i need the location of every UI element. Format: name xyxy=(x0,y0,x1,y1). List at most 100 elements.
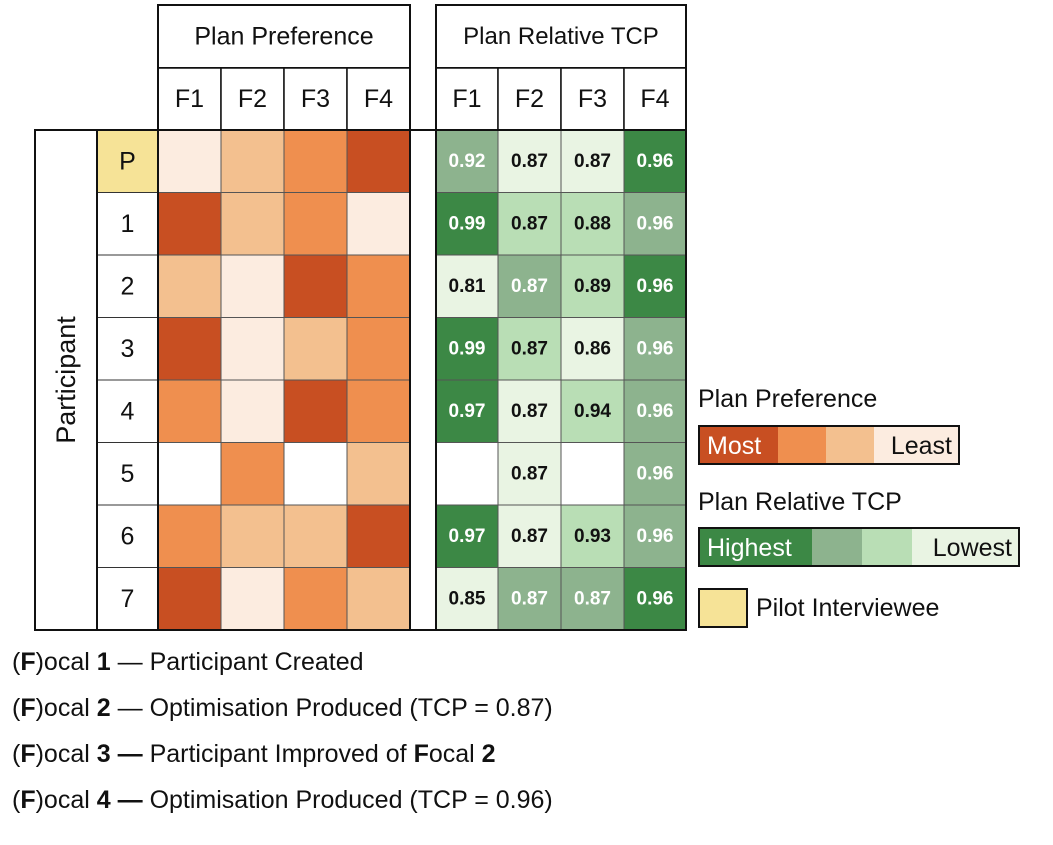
legend-tcp-seg-lowest xyxy=(912,529,1018,565)
tcp-cell-r1-F3 xyxy=(560,192,625,256)
tcp-col-header-F2: F2 xyxy=(515,85,544,113)
tcp-cell-r3-F2 xyxy=(497,317,562,381)
legend-pref-seg-most xyxy=(700,427,778,463)
tcp-cell-r7-F3 xyxy=(560,567,625,631)
legend-preference-bar: Most Least xyxy=(698,425,960,465)
pref-cell-r6-F4 xyxy=(346,504,411,568)
legend-preference-title: Plan Preference xyxy=(698,385,878,413)
tcp-cell-r5-F4 xyxy=(623,442,687,506)
tcp-value-r5-F4: 0.96 xyxy=(637,463,674,484)
tcp-cell-r5-F3 xyxy=(560,442,625,506)
legend-tcp-title: Plan Relative TCP xyxy=(698,488,902,516)
tcp-cell-r1-F4 xyxy=(623,192,687,256)
tcp-col-header-cell xyxy=(497,67,562,131)
pref-cell-r7-F4 xyxy=(346,567,411,631)
pref-cell-r4-F1 xyxy=(157,379,222,443)
row-label-2: 2 xyxy=(121,272,135,300)
tcp-cell-r5-F1 xyxy=(435,442,499,506)
pref-col-header-cell xyxy=(346,67,411,131)
tcp-value-rP-F2: 0.87 xyxy=(511,151,548,172)
header-plan-relative-tcp: Plan Relative TCP xyxy=(463,23,659,50)
tcp-value-r2-F1: 0.81 xyxy=(449,276,486,297)
legend-tcp-lowest-label: Lowest xyxy=(932,534,1012,562)
legend-tcp-seg-2 xyxy=(812,529,862,565)
pref-cell-r1-F2 xyxy=(220,192,285,256)
tcp-col-header-F1: F1 xyxy=(452,85,481,113)
tcp-value-r4-F4: 0.96 xyxy=(637,401,674,422)
tcp-cell-r2-F4 xyxy=(623,254,687,318)
legend-tcp-seg-highest xyxy=(700,529,812,565)
pref-cell-r4-F2 xyxy=(220,379,285,443)
pref-cell-rP-F1 xyxy=(157,129,222,193)
tcp-cell-r1-F2 xyxy=(497,192,562,256)
pref-cell-r2-F3 xyxy=(283,254,348,318)
pref-col-header-F3: F3 xyxy=(301,85,330,113)
legend-pref-seg-least xyxy=(874,427,958,463)
tcp-cell-r6-F3 xyxy=(560,504,625,568)
pref-cell-r7-F2 xyxy=(220,567,285,631)
pref-cell-r1-F4 xyxy=(346,192,411,256)
tcp-value-r7-F2: 0.87 xyxy=(511,588,548,609)
tcp-value-r4-F3: 0.94 xyxy=(574,401,611,422)
tcp-cell-r3-F3 xyxy=(560,317,625,381)
pref-cell-r3-F2 xyxy=(220,317,285,381)
tcp-value-r6-F1: 0.97 xyxy=(449,526,486,547)
pref-cell-r6-F2 xyxy=(220,504,285,568)
pref-cell-r5-F1 xyxy=(157,442,222,506)
pref-cell-r7-F1 xyxy=(157,567,222,631)
pref-cell-r4-F4 xyxy=(346,379,411,443)
legend-pref-least-label: Least xyxy=(890,432,952,460)
legend-pref-seg-3 xyxy=(826,427,874,463)
footnote-focal-2: (F)ocal 2 — Optimisation Produced (TCP =… xyxy=(12,694,553,722)
tcp-value-r1-F2: 0.87 xyxy=(511,213,548,234)
tcp-value-r3-F1: 0.99 xyxy=(449,338,486,359)
row-label-6: 6 xyxy=(121,522,135,550)
pref-col-header-cell xyxy=(220,67,285,131)
header-plan-preference: Plan Preference xyxy=(194,23,373,51)
pref-cell-rP-F4 xyxy=(346,129,411,193)
tcp-value-r3-F4: 0.96 xyxy=(637,338,674,359)
tcp-value-r4-F1: 0.97 xyxy=(449,401,486,422)
pref-cell-r1-F3 xyxy=(283,192,348,256)
tcp-value-r6-F4: 0.96 xyxy=(637,526,674,547)
tcp-value-r1-F4: 0.96 xyxy=(637,213,674,234)
tcp-cell-r2-F1 xyxy=(435,254,499,318)
tcp-value-r1-F1: 0.99 xyxy=(449,213,486,234)
tcp-value-rP-F4: 0.96 xyxy=(637,151,674,172)
pref-cell-r5-F3 xyxy=(283,442,348,506)
pref-cell-r5-F2 xyxy=(220,442,285,506)
legend-pilot-swatch xyxy=(698,588,748,628)
pref-cell-r3-F3 xyxy=(283,317,348,381)
pref-cell-r3-F4 xyxy=(346,317,411,381)
row-label-cell xyxy=(96,442,159,506)
row-label-P: P xyxy=(119,147,136,175)
participant-axis-label: Participant xyxy=(51,316,81,444)
legend-pref-seg-2 xyxy=(778,427,826,463)
row-label-3: 3 xyxy=(121,335,135,363)
row-label-5: 5 xyxy=(121,460,135,488)
tcp-value-r2-F3: 0.89 xyxy=(574,276,611,297)
tcp-value-r3-F2: 0.87 xyxy=(511,338,548,359)
row-label-cell xyxy=(96,129,159,193)
tcp-value-rP-F3: 0.87 xyxy=(574,151,611,172)
row-label-7: 7 xyxy=(121,585,135,613)
tcp-col-header-F4: F4 xyxy=(640,85,669,113)
pref-cell-r6-F1 xyxy=(157,504,222,568)
pref-cell-r5-F4 xyxy=(346,442,411,506)
pref-cell-r4-F3 xyxy=(283,379,348,443)
tcp-value-r4-F2: 0.87 xyxy=(511,401,548,422)
header-tcp-box xyxy=(435,4,687,69)
row-label-1: 1 xyxy=(121,210,135,238)
row-label-cell xyxy=(96,254,159,318)
tcp-cell-r3-F1 xyxy=(435,317,499,381)
footnote-focal-4: (F)ocal 4 — Optimisation Produced (TCP =… xyxy=(12,786,553,814)
pref-cell-rP-F2 xyxy=(220,129,285,193)
legend-tcp-highest-label: Highest xyxy=(707,534,792,562)
row-label-cell xyxy=(96,567,159,631)
row-label-cell xyxy=(96,379,159,443)
footnote-focal-1: (F)ocal 1 — Participant Created xyxy=(12,648,364,676)
tcp-value-rP-F1: 0.92 xyxy=(449,151,486,172)
pref-col-header-F2: F2 xyxy=(238,85,267,113)
tcp-value-r7-F4: 0.96 xyxy=(637,588,674,609)
